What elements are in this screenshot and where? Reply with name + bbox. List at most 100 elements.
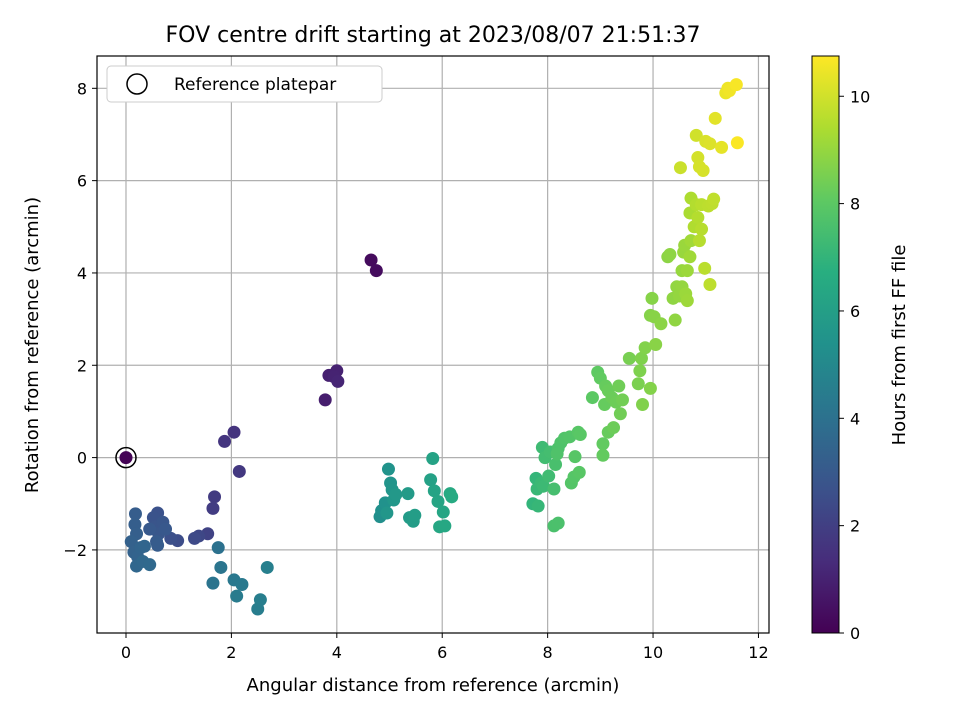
data-point [703,277,717,291]
x-axis-ticks: 0 2 4 6 8 10 12 [121,633,769,662]
data-point [232,464,246,478]
legend-label: Reference platepar [174,75,336,95]
data-point [424,473,438,487]
data-point [426,452,440,466]
legend-marker-icon [126,73,148,95]
data-point [227,425,241,439]
data-point [568,450,582,464]
data-point [260,560,274,574]
data-point [206,576,220,590]
colorbar-ticks: 0 2 4 6 8 10 [839,87,870,643]
data-point [408,508,422,522]
data-point [389,488,403,502]
data-point [643,381,657,395]
data-point [708,111,722,125]
data-point [715,140,729,154]
colorbar-tick-label: 10 [850,87,870,106]
data-point [549,458,563,472]
data-point [668,313,682,327]
colorbar-tick-label: 2 [850,517,860,536]
data-point [253,593,267,607]
data-point [729,78,743,92]
y-axis-ticks: −2 0 2 4 6 8 [63,79,97,560]
data-point [730,136,744,150]
data-point [369,264,383,278]
data-point [654,317,668,331]
data-point [573,428,587,442]
data-point [380,506,394,520]
data-point [401,487,415,501]
data-point [695,222,709,236]
data-point [631,377,645,391]
chart-title: FOV centre drift starting at 2023/08/07 … [166,23,701,48]
data-point [703,137,717,151]
data-point [596,437,610,451]
y-tick-label: −2 [63,541,87,560]
data-point [208,490,222,504]
data-point [547,482,561,496]
data-point [218,434,232,448]
grid-lines [97,56,769,633]
y-tick-label: 6 [77,172,87,191]
data-point [542,469,556,483]
colorbar-tick-label: 0 [850,624,860,643]
data-point [615,393,629,407]
colorbar-tick-label: 6 [850,302,860,321]
data-point [596,448,610,462]
plot-frame [96,55,770,634]
data-point [143,522,157,536]
y-tick-label: 8 [77,79,87,98]
data-point [431,494,445,508]
x-tick-label: 6 [437,643,447,662]
data-point [696,163,710,177]
x-tick-label: 0 [121,643,131,662]
data-point [680,294,694,308]
data-point [550,447,564,461]
y-tick-label: 4 [77,264,87,283]
x-tick-label: 10 [643,643,663,662]
data-point [151,538,165,552]
data-point [572,465,586,479]
colorbar-tick-label: 8 [850,195,860,214]
data-point [633,364,647,378]
data-point [159,522,173,536]
data-point [636,398,650,412]
data-point [689,128,703,142]
data-point [214,560,228,574]
data-point [698,261,712,275]
data-point [585,391,599,405]
data-point [119,451,133,465]
data-point [235,578,249,592]
x-tick-label: 12 [748,643,768,662]
data-point [445,490,459,504]
data-point [692,234,706,248]
data-point [680,264,694,278]
data-point [622,351,636,365]
data-point [206,501,220,515]
colorbar-bar [811,55,840,634]
data-point [427,484,441,498]
data-point [607,421,621,435]
data-point [645,291,659,305]
data-point [381,462,395,476]
data-point [318,393,332,407]
data-point [536,479,550,493]
y-axis-label: Rotation from reference (arcmin) [22,197,43,493]
colorbar-label: Hours from first FF file [889,245,910,446]
reference-marker [115,446,137,469]
x-tick-label: 4 [332,643,342,662]
data-point [613,407,627,421]
data-point [438,519,452,533]
data-point [673,161,687,175]
data-point [649,338,663,351]
data-point [683,250,697,264]
colorbar-tick-label: 4 [850,409,860,428]
data-point [331,374,345,388]
data-point [634,351,648,365]
legend-box [106,65,383,103]
x-axis-label: Angular distance from reference (arcmin) [247,675,620,696]
data-point [551,516,565,530]
y-tick-label: 2 [77,356,87,375]
data-point [230,589,244,603]
data-point [188,531,202,545]
